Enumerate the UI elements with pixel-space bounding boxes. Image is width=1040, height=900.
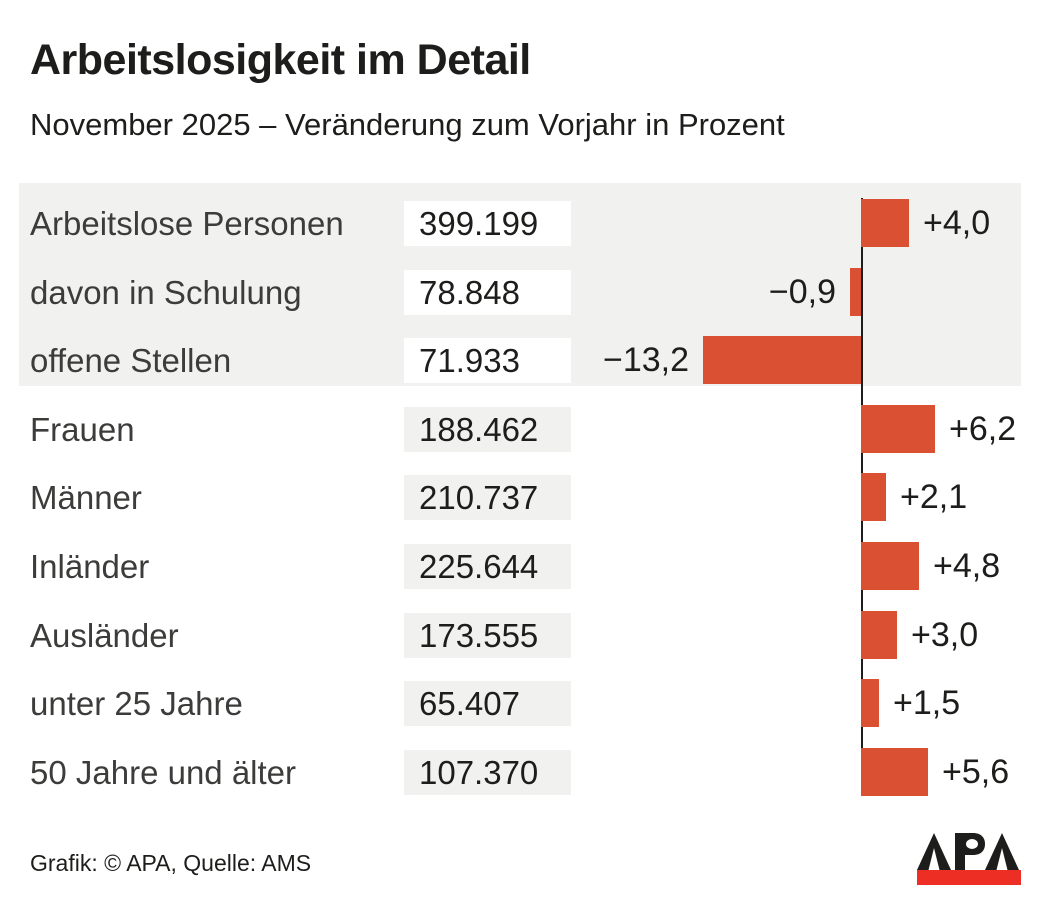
category-label: Inländer [30,548,150,585]
change-label: −13,2 [602,341,689,380]
apa-logo-letter-p [955,833,985,870]
change-bar [861,199,909,247]
absolute-value: 225.644 [419,548,539,585]
apa-logo [917,833,1021,885]
value-box: 173.555 [404,612,571,658]
source-credit: Grafik: © APA, Quelle: AMS [30,850,312,876]
apa-logo-red-bar [917,870,1021,885]
change-label: +3,0 [911,615,979,654]
chart-row: Ausländer 173.555 +3,0 [19,601,1021,670]
change-label: +4,0 [923,204,991,242]
bar-chart: Arbeitslose Personen 399.199 +4,0 davon … [19,183,1021,808]
category-label: Männer [30,479,142,517]
change-label: +1,5 [893,684,961,723]
change-bar [861,610,897,659]
change-bar [861,542,919,590]
value-box: 65.407 [404,681,571,727]
value-box: 78.848 [404,269,571,315]
category-label: 50 Jahre und älter [30,753,297,791]
value-box: 210.737 [404,475,571,521]
chart-row: offene Stellen 71.933 −13,2 [19,326,1021,395]
chart-row: Männer 210.737 +2,1 [19,463,1021,532]
change-label: +5,6 [942,752,1010,791]
change-label: +4,8 [933,547,1001,585]
change-bar [703,336,861,385]
chart-row: Inländer 225.644 +4,8 [19,532,1021,601]
value-box: 107.370 [404,749,571,795]
change-bar [861,679,879,728]
chart-row: 50 Jahre und älter 107.370 +5,6 [19,738,1021,807]
absolute-value: 399.199 [419,205,539,242]
absolute-value: 71.933 [419,342,520,380]
change-bar [861,747,928,796]
absolute-value: 78.848 [419,273,520,311]
change-bar [850,267,861,316]
value-box: 188.462 [404,406,571,452]
value-box: 399.199 [404,201,571,246]
page-title: Arbeitslosigkeit im Detail [30,36,531,84]
chart-row: unter 25 Jahre 65.407 +1,5 [19,669,1021,738]
chart-row: davon in Schulung 78.848 −0,9 [19,258,1021,327]
category-label: unter 25 Jahre [30,685,243,723]
category-label: davon in Schulung [30,273,302,311]
absolute-value: 210.737 [419,479,539,517]
category-label: Arbeitslose Personen [30,205,344,242]
absolute-value: 188.462 [419,410,539,448]
change-label: +6,2 [949,409,1017,448]
chart-row: Frauen 188.462 +6,2 [19,395,1021,464]
change-bar [861,404,935,453]
category-label: Frauen [30,410,135,448]
value-box: 225.644 [404,544,571,589]
change-label: −0,9 [768,272,836,311]
category-label: Ausländer [30,616,179,654]
absolute-value: 65.407 [419,685,520,723]
absolute-value: 107.370 [419,753,539,791]
page-subtitle: November 2025 – Veränderung zum Vorjahr … [30,107,785,142]
chart-row: Arbeitslose Personen 399.199 +4,0 [19,189,1021,258]
value-box: 71.933 [404,338,571,384]
absolute-value: 173.555 [419,616,539,654]
category-label: offene Stellen [30,342,232,380]
change-bar [861,473,886,522]
change-label: +2,1 [900,478,968,517]
